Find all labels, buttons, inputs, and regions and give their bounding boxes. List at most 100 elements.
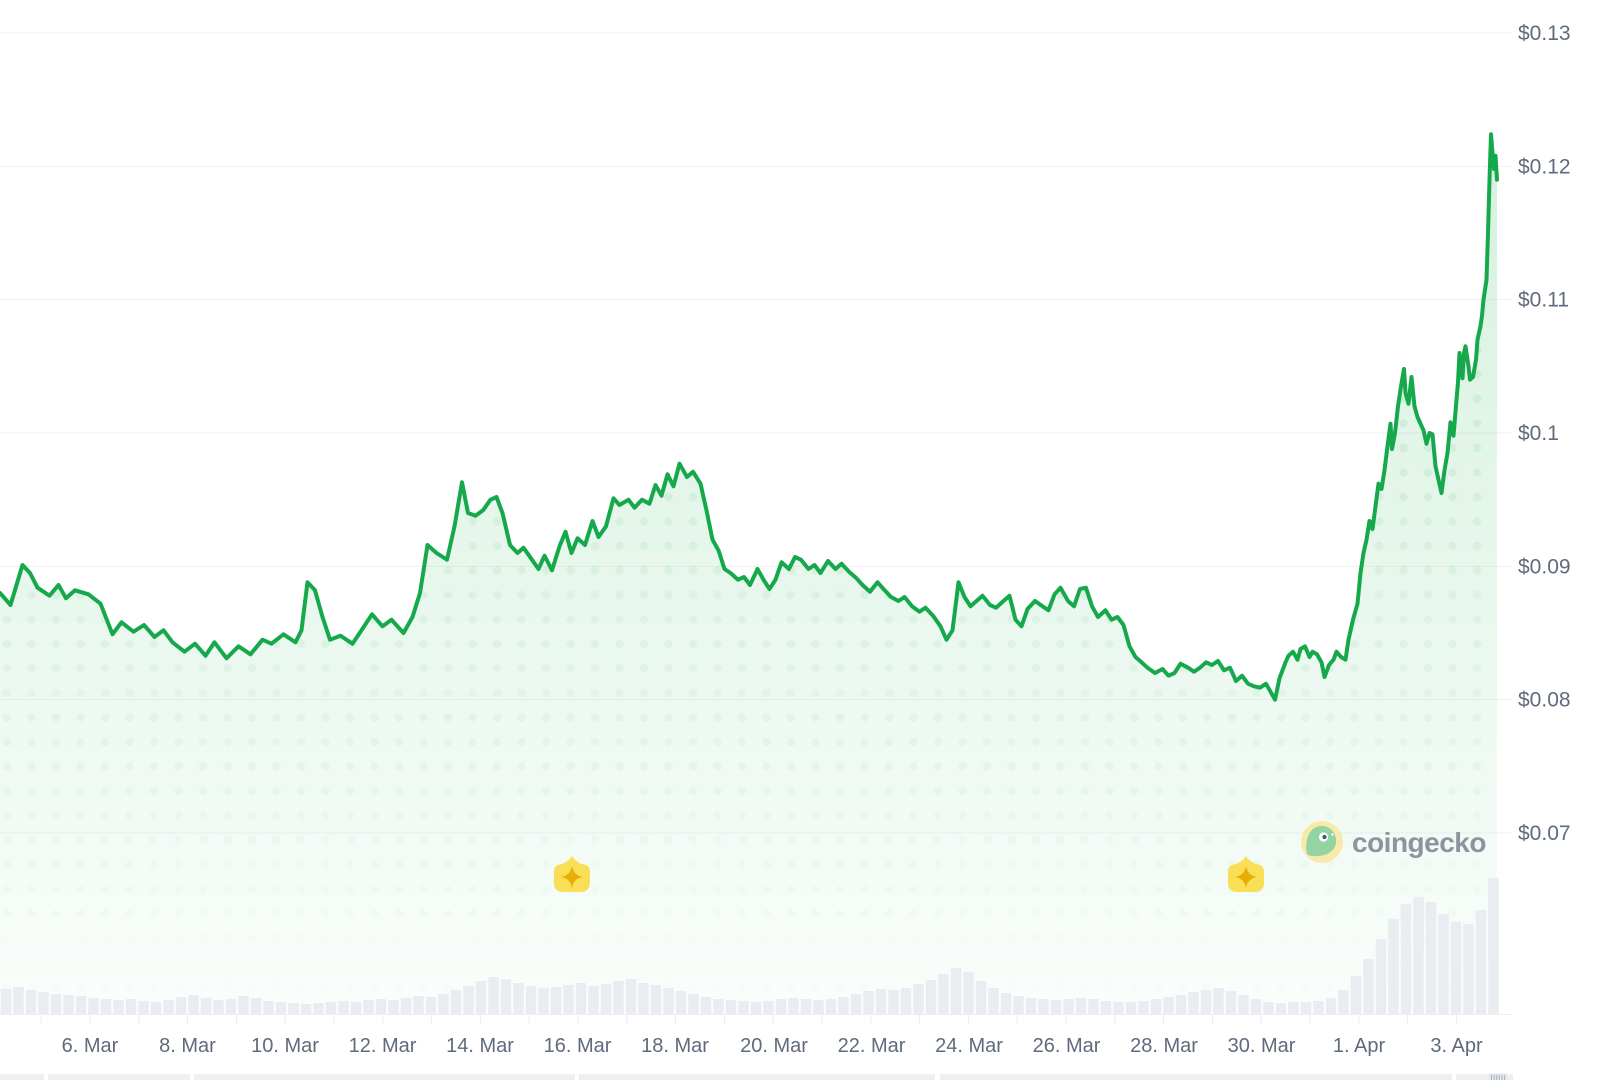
volume-bar: [1438, 914, 1449, 1014]
volume-bars-layer: [0, 878, 1499, 1014]
chart-hover-region[interactable]: [0, 25, 1512, 1015]
volume-bar: [1325, 998, 1337, 1014]
volume-bar: [1038, 999, 1049, 1014]
y-axis-label: $0.13: [1518, 22, 1571, 45]
volume-bar: [1475, 910, 1487, 1014]
volume-bar: [488, 977, 499, 1014]
volume-bar: [138, 1001, 149, 1014]
volume-bar: [1050, 1000, 1062, 1014]
volume-bar: [550, 987, 562, 1014]
volume-bar: [988, 988, 999, 1014]
event-flag-marker[interactable]: [1228, 856, 1264, 892]
volume-bar: [863, 991, 874, 1014]
volume-bar: [1250, 999, 1262, 1014]
volume-bar: [738, 1001, 749, 1014]
y-axis-label: $0.07: [1518, 822, 1571, 845]
volume-bar: [875, 989, 887, 1014]
volume-bar: [775, 999, 787, 1014]
navigator-segment[interactable]: [940, 1074, 1452, 1080]
volume-bar: [1263, 1002, 1274, 1014]
volume-bar: [1400, 904, 1412, 1014]
volume-bar: [963, 972, 974, 1014]
volume-bar: [1075, 998, 1087, 1014]
gecko-nostril: [1331, 833, 1334, 836]
volume-bar: [1450, 922, 1462, 1014]
navigator-handle[interactable]: [1489, 1073, 1507, 1080]
event-flag-marker[interactable]: [553, 856, 590, 892]
volume-bar: [575, 983, 587, 1014]
volume-bar: [375, 999, 387, 1014]
volume-bar: [513, 983, 524, 1014]
navigator-segment[interactable]: [0, 1074, 44, 1080]
navigator-segment[interactable]: [48, 1074, 190, 1080]
volume-bar: [325, 1002, 337, 1014]
volume-bar: [788, 998, 799, 1014]
coingecko-gecko-icon: [1301, 821, 1343, 863]
volume-bar: [50, 994, 62, 1014]
gecko-head: [1306, 825, 1337, 857]
volume-bar: [838, 997, 849, 1014]
volume-bar: [625, 979, 637, 1014]
volume-bar: [350, 1002, 362, 1014]
coingecko-watermark-text: coingecko: [1352, 827, 1486, 858]
volume-bar: [288, 1003, 299, 1014]
volume-bar: [500, 979, 512, 1014]
volume-bar: [800, 999, 812, 1014]
volume-bar: [388, 1000, 399, 1014]
navigator-strip: [0, 1073, 1513, 1080]
volume-bar: [1150, 999, 1162, 1014]
volume-bar: [238, 996, 249, 1014]
volume-bar: [125, 999, 137, 1014]
volume-bar: [725, 1000, 737, 1014]
volume-bar: [750, 1002, 762, 1014]
y-axis-label: $0.11: [1518, 289, 1569, 312]
volume-bar: [713, 999, 724, 1014]
volume-bar: [450, 990, 462, 1014]
x-axis-label: 24. Mar: [935, 1035, 1003, 1057]
volume-bar: [463, 986, 474, 1014]
volume-bar: [763, 1001, 774, 1014]
price-area-dot-texture: [0, 134, 1497, 1013]
volume-bar: [438, 994, 449, 1014]
volume-bar: [1238, 995, 1249, 1014]
volume-bar: [850, 994, 862, 1014]
x-axis-label: 6. Mar: [62, 1035, 119, 1057]
volume-bar: [1275, 1003, 1287, 1014]
sparkle-star-icon: [560, 866, 583, 888]
volume-bar: [1138, 1001, 1149, 1014]
volume-bar: [1025, 998, 1037, 1014]
volume-bar: [300, 1004, 312, 1014]
volume-bar: [1063, 999, 1074, 1014]
x-axis-label: 10. Mar: [251, 1035, 319, 1057]
volume-bar: [613, 981, 624, 1014]
volume-bar: [425, 997, 437, 1014]
volume-bar: [475, 981, 487, 1014]
volume-bar: [925, 980, 937, 1014]
volume-bar: [913, 984, 924, 1014]
volume-bar: [1188, 992, 1199, 1014]
volume-bar: [1425, 902, 1437, 1014]
volume-bar: [400, 998, 412, 1014]
volume-bar: [1088, 999, 1099, 1014]
volume-bar: [38, 992, 49, 1014]
volume-bar: [250, 998, 262, 1014]
volume-bar: [1225, 991, 1237, 1014]
navigator-segment[interactable]: [194, 1074, 575, 1080]
navigator-segment[interactable]: [579, 1074, 935, 1080]
x-axis-label: 8. Mar: [159, 1035, 216, 1057]
y-axis-label: $0.08: [1518, 689, 1571, 712]
volume-bar: [263, 1001, 274, 1014]
gecko-pupil: [1322, 834, 1327, 840]
volume-bar: [1363, 959, 1374, 1014]
volume-bar: [675, 991, 687, 1014]
volume-bar: [888, 990, 899, 1014]
sparkle-star-icon: [1235, 866, 1257, 888]
coingecko-watermark[interactable]: coingecko: [1301, 821, 1487, 863]
volume-bar: [75, 996, 87, 1014]
navigator-segment[interactable]: [1456, 1074, 1513, 1080]
volume-bar: [975, 981, 987, 1014]
volume-bar: [200, 998, 212, 1014]
volume-bar: [1213, 988, 1224, 1014]
y-axis-label: $0.12: [1518, 155, 1571, 178]
